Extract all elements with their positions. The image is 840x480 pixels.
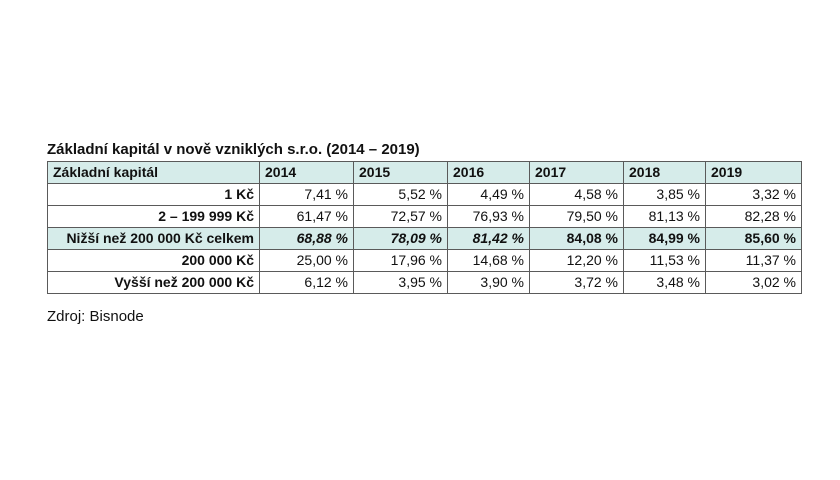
table-row: Vyšší než 200 000 Kč 6,12 % 3,95 % 3,90 … — [47, 271, 802, 294]
table-cell: 84,08 % — [529, 227, 624, 250]
row-label: Nižší než 200 000 Kč celkem — [47, 227, 260, 250]
table-cell: 81,42 % — [447, 227, 530, 250]
table-cell: 14,68 % — [447, 249, 530, 272]
source-note: Zdroj: Bisnode — [47, 308, 144, 325]
table-cell: 25,00 % — [259, 249, 354, 272]
table-cell: 85,60 % — [705, 227, 802, 250]
column-header-year: 2018 — [623, 161, 706, 184]
column-header-year: 2017 — [529, 161, 624, 184]
column-header-year: 2014 — [259, 161, 354, 184]
table-row-total: Nižší než 200 000 Kč celkem 68,88 % 78,0… — [47, 227, 802, 250]
table-cell: 76,93 % — [447, 205, 530, 228]
table-row: 200 000 Kč 25,00 % 17,96 % 14,68 % 12,20… — [47, 249, 802, 272]
table-cell: 17,96 % — [353, 249, 448, 272]
table-row: 2 – 199 999 Kč 61,47 % 72,57 % 76,93 % 7… — [47, 205, 802, 228]
table-cell: 79,50 % — [529, 205, 624, 228]
table-cell: 3,72 % — [529, 271, 624, 294]
table-cell: 78,09 % — [353, 227, 448, 250]
table-cell: 3,95 % — [353, 271, 448, 294]
table-cell: 3,32 % — [705, 183, 802, 206]
column-header-year: 2015 — [353, 161, 448, 184]
table-cell: 61,47 % — [259, 205, 354, 228]
row-label: 200 000 Kč — [47, 249, 260, 272]
row-label: 2 – 199 999 Kč — [47, 205, 260, 228]
table-cell: 81,13 % — [623, 205, 706, 228]
table-row: 1 Kč 7,41 % 5,52 % 4,49 % 4,58 % 3,85 % … — [47, 183, 802, 206]
table-header-row: Základní kapitál 2014 2015 2016 2017 201… — [47, 161, 802, 184]
column-header-year: 2019 — [705, 161, 802, 184]
table-cell: 7,41 % — [259, 183, 354, 206]
table-cell: 3,48 % — [623, 271, 706, 294]
table-cell: 3,90 % — [447, 271, 530, 294]
table-cell: 82,28 % — [705, 205, 802, 228]
table-cell: 4,58 % — [529, 183, 624, 206]
row-label: Vyšší než 200 000 Kč — [47, 271, 260, 294]
table-cell: 68,88 % — [259, 227, 354, 250]
table-cell: 84,99 % — [623, 227, 706, 250]
table-cell: 11,53 % — [623, 249, 706, 272]
table-cell: 5,52 % — [353, 183, 448, 206]
capital-table: Základní kapitál 2014 2015 2016 2017 201… — [47, 161, 802, 294]
table-cell: 3,02 % — [705, 271, 802, 294]
table-cell: 3,85 % — [623, 183, 706, 206]
table-cell: 6,12 % — [259, 271, 354, 294]
column-header-label: Základní kapitál — [47, 161, 260, 184]
table-cell: 11,37 % — [705, 249, 802, 272]
table-cell: 4,49 % — [447, 183, 530, 206]
row-label: 1 Kč — [47, 183, 260, 206]
table-title: Základní kapitál v nově vzniklých s.r.o.… — [47, 141, 420, 158]
table-cell: 12,20 % — [529, 249, 624, 272]
table-cell: 72,57 % — [353, 205, 448, 228]
column-header-year: 2016 — [447, 161, 530, 184]
